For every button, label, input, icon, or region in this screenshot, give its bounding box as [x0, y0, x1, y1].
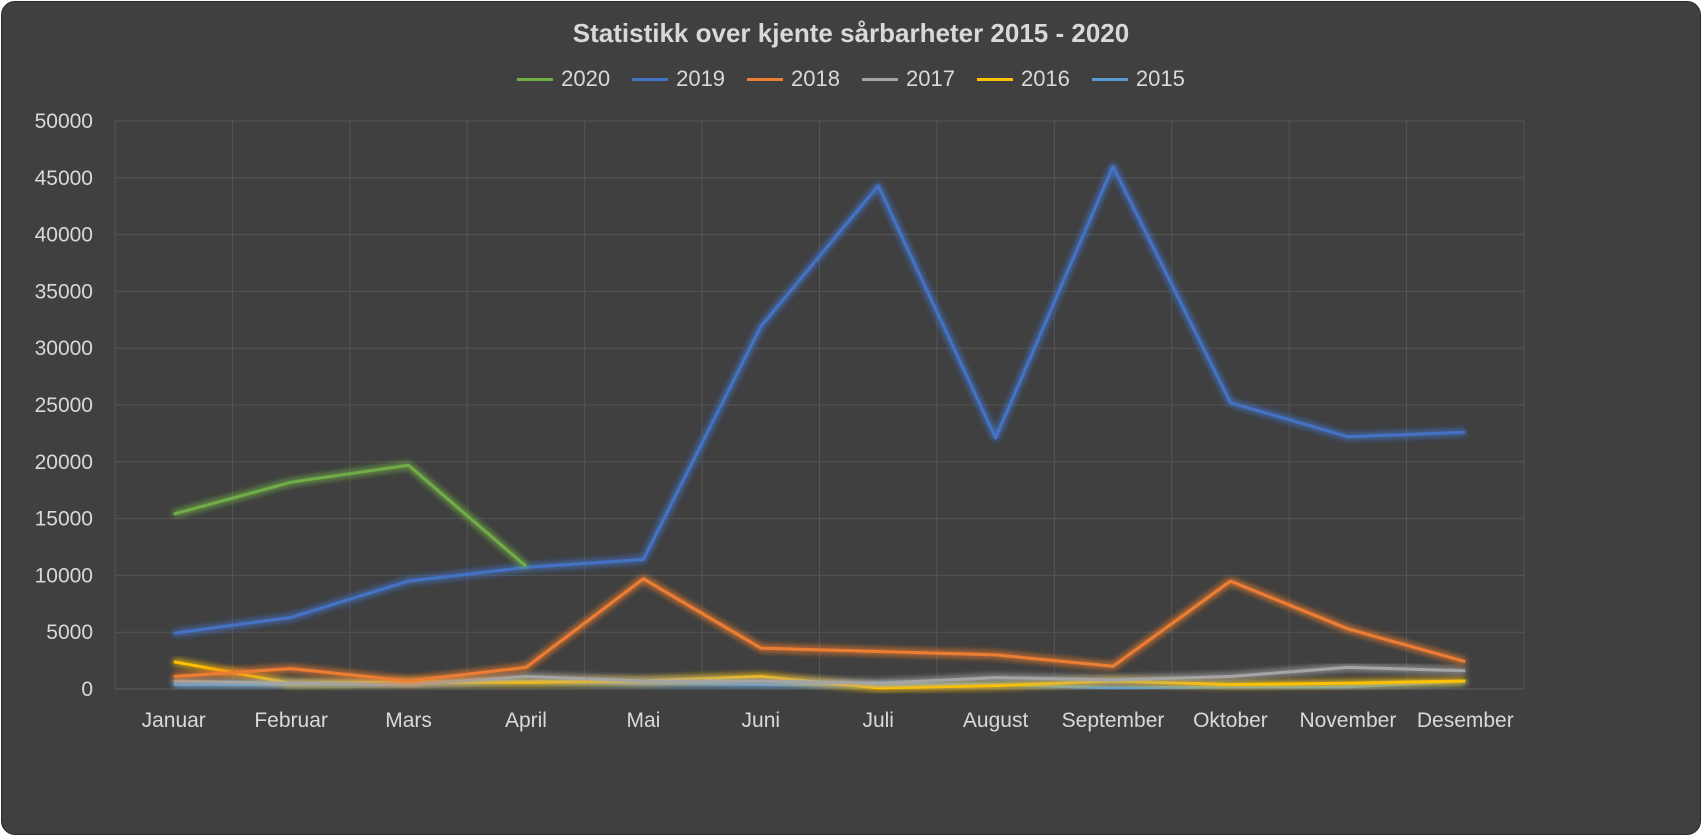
y-tick-label: 50000 [35, 110, 93, 133]
legend-swatch [862, 77, 898, 81]
y-tick-label: 25000 [35, 394, 93, 417]
legend-label: 2020 [561, 66, 611, 91]
legend-swatch [1091, 77, 1128, 81]
x-tick-label: August [963, 709, 1029, 732]
y-tick-label: 10000 [35, 564, 93, 587]
legend-item-2015: 2015 [1091, 66, 1185, 92]
x-tick-label: Mai [626, 709, 660, 732]
legend-item-2019: 2019 [632, 66, 725, 92]
chart-title: Statistikk over kjente sårbarheter 2015 … [572, 18, 1130, 48]
legend: 2020 2019 2018 2017 2016 2015 [2, 66, 1700, 92]
x-tick-label: Februar [254, 709, 328, 732]
x-tick-label: Juli [862, 709, 894, 732]
y-tick-label: 35000 [35, 280, 93, 303]
x-tick-label: Januar [142, 709, 206, 732]
legend-item-2016: 2016 [976, 66, 1070, 92]
y-tick-label: 30000 [35, 337, 93, 360]
gridlines [114, 120, 1525, 690]
x-tick-label: Oktober [1193, 709, 1268, 732]
series-line-2017 [173, 665, 1466, 686]
x-tick-label: September [1062, 709, 1165, 732]
y-tick-label: 15000 [35, 508, 93, 531]
legend-label: 2015 [1135, 66, 1185, 91]
x-tick-label: Mars [385, 709, 432, 732]
legend-label: 2017 [906, 66, 955, 91]
series-line-2020 [173, 463, 527, 568]
legend-label: 2019 [676, 66, 726, 91]
legend-swatch [747, 77, 784, 81]
x-tick-label: Desember [1417, 709, 1514, 732]
legend-swatch [632, 77, 669, 81]
y-tick-label: 0 [81, 678, 93, 701]
y-tick-label: 40000 [35, 224, 93, 247]
y-tick-label: 20000 [35, 451, 93, 474]
legend-item-2018: 2018 [747, 66, 840, 92]
x-tick-label: November [1299, 709, 1396, 732]
legend-item-2017: 2017 [862, 66, 955, 92]
x-tick-label: April [505, 709, 547, 732]
legend-label: 2018 [791, 66, 840, 91]
legend-label: 2016 [1020, 66, 1070, 91]
legend-swatch [517, 77, 554, 81]
x-tick-label: Juni [742, 709, 781, 732]
y-tick-label: 45000 [35, 167, 93, 190]
series-line-2019 [173, 164, 1466, 635]
series-line-2018 [173, 577, 1466, 683]
y-tick-label: 5000 [46, 621, 93, 644]
legend-swatch [976, 77, 1013, 81]
legend-item-2020: 2020 [517, 66, 610, 92]
